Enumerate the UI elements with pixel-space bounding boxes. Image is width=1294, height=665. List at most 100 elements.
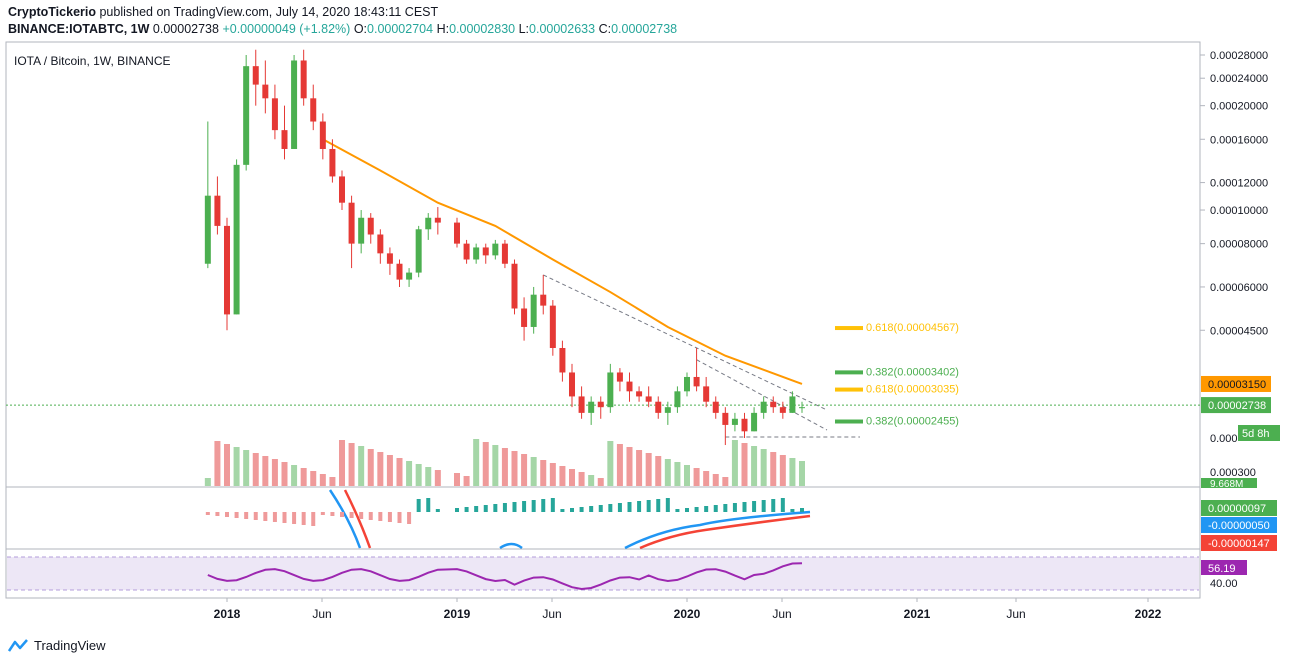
volume-bar bbox=[655, 456, 662, 486]
volume-bar bbox=[578, 472, 585, 486]
macd-hist-bar bbox=[263, 512, 268, 521]
rsi-band-group: 56.19 40.00 bbox=[7, 556, 1247, 591]
fib-marker bbox=[835, 387, 863, 392]
candle-body bbox=[406, 272, 413, 280]
macd-hist-bar bbox=[349, 512, 354, 518]
macd-hist-bar bbox=[560, 509, 565, 512]
macd-badge-label: -0.00000050 bbox=[1208, 520, 1270, 532]
candle-body bbox=[703, 386, 710, 402]
candle-body bbox=[684, 376, 690, 392]
volume-bar bbox=[262, 456, 269, 486]
macd-hist-bar bbox=[244, 512, 249, 519]
volume-bar bbox=[434, 470, 441, 486]
volume-bar bbox=[348, 443, 355, 486]
macd-badge bbox=[1201, 535, 1277, 551]
ma-badge-label: 0.00003150 bbox=[1208, 379, 1266, 391]
candle-body bbox=[712, 401, 719, 413]
macd-hist-bar bbox=[723, 504, 728, 512]
candle-body bbox=[760, 401, 767, 413]
macd-hist-bar bbox=[685, 508, 689, 512]
macd-hist-bar bbox=[483, 505, 488, 512]
x-tick-label: 2018 bbox=[214, 607, 241, 621]
trendline-down bbox=[543, 274, 828, 411]
volume-bar bbox=[530, 457, 537, 486]
volume-bar bbox=[540, 460, 547, 486]
macd-hist-bar bbox=[464, 507, 469, 512]
volume-bar bbox=[664, 459, 671, 486]
macd-hist-bar bbox=[598, 505, 603, 512]
macd-hist-bar bbox=[387, 512, 392, 522]
x-tick-label: 2021 bbox=[904, 607, 931, 621]
macd-hist-bar bbox=[234, 512, 239, 518]
candle-body bbox=[693, 376, 700, 387]
rsi-badge bbox=[1201, 560, 1247, 575]
volume-bar bbox=[674, 462, 681, 486]
macd-hist-bar bbox=[205, 512, 210, 515]
candle-body bbox=[616, 372, 623, 382]
volume-bar bbox=[521, 454, 528, 486]
macd-hist-bar bbox=[732, 503, 737, 512]
volume-bar bbox=[252, 453, 259, 486]
macd-badge-label: -0.00000147 bbox=[1208, 538, 1270, 550]
macd-hist-bar bbox=[550, 498, 555, 512]
macd-hist-bar bbox=[531, 500, 536, 512]
volume-bar bbox=[636, 450, 643, 486]
x-tick-label: 2019 bbox=[444, 607, 471, 621]
rsi-band bbox=[7, 557, 1199, 590]
candle-body bbox=[607, 372, 614, 408]
y-tick-label: 0.00012000 bbox=[1210, 178, 1268, 190]
volume-bar bbox=[367, 449, 374, 486]
macd-hist-bar bbox=[675, 509, 680, 512]
x-tick-label: 2020 bbox=[674, 607, 701, 621]
candle-body bbox=[645, 396, 652, 402]
volume-bar bbox=[751, 446, 758, 486]
volume-bar bbox=[204, 478, 211, 486]
countdown-badge bbox=[1238, 425, 1280, 441]
volume-bar bbox=[386, 455, 393, 486]
volume-bar bbox=[722, 477, 729, 486]
volume-badge-label: 9.668M bbox=[1210, 479, 1243, 490]
close-label: C: bbox=[598, 22, 612, 36]
volume-bar bbox=[588, 475, 595, 486]
macd-hist-bar bbox=[512, 502, 517, 512]
rsi-tick-label: 40.00 bbox=[1210, 578, 1238, 590]
macd-hist-bar bbox=[790, 509, 795, 512]
volume-bar bbox=[396, 458, 403, 486]
footer-brand[interactable]: TradingView bbox=[8, 638, 106, 653]
x-tick-label: Jun bbox=[312, 607, 331, 621]
volume-bar bbox=[607, 441, 614, 486]
macd-hist-bar bbox=[282, 512, 287, 523]
candle-body bbox=[291, 60, 298, 149]
volume-tick-label: 0.000300 bbox=[1210, 467, 1256, 479]
macd-hist-bar bbox=[656, 499, 661, 512]
x-tick-label: Jun bbox=[772, 607, 791, 621]
volume-bar bbox=[281, 462, 288, 486]
x-tick-label: 2022 bbox=[1135, 607, 1162, 621]
publisher-name[interactable]: CryptoTickerio bbox=[8, 5, 96, 19]
volume-bar bbox=[684, 465, 690, 486]
macd-hist-bar bbox=[752, 501, 757, 512]
candle-body bbox=[233, 164, 240, 315]
macd-hist-bar bbox=[617, 503, 622, 512]
macd-hist-bar bbox=[502, 503, 507, 512]
rsi-line bbox=[207, 562, 803, 591]
time-axis[interactable]: 2018 Jun 2019 Jun 2020 Jun 2021 Jun 2022 bbox=[214, 598, 1162, 621]
volume-bar bbox=[214, 441, 221, 486]
volume-bar bbox=[319, 474, 326, 486]
volume-bar bbox=[597, 478, 604, 486]
candle-body bbox=[339, 176, 345, 203]
fib-label: 0.382(0.00002455) bbox=[866, 416, 959, 428]
price-axis[interactable]: 0.00028000 0.00024000 0.00020000 0.00016000… bbox=[1200, 50, 1268, 479]
volume-bar bbox=[626, 447, 633, 486]
macd-badge bbox=[1201, 517, 1277, 533]
candle-body bbox=[559, 348, 566, 373]
volume-bar bbox=[425, 467, 432, 486]
publish-info: CryptoTickerio published on TradingView.… bbox=[8, 5, 438, 19]
volume-bar bbox=[741, 443, 748, 486]
volume-bar bbox=[559, 466, 566, 486]
candles bbox=[204, 49, 805, 446]
macd-hist-bar bbox=[455, 508, 459, 512]
volume-bar bbox=[703, 471, 710, 486]
macd-hist-bar bbox=[742, 502, 747, 512]
